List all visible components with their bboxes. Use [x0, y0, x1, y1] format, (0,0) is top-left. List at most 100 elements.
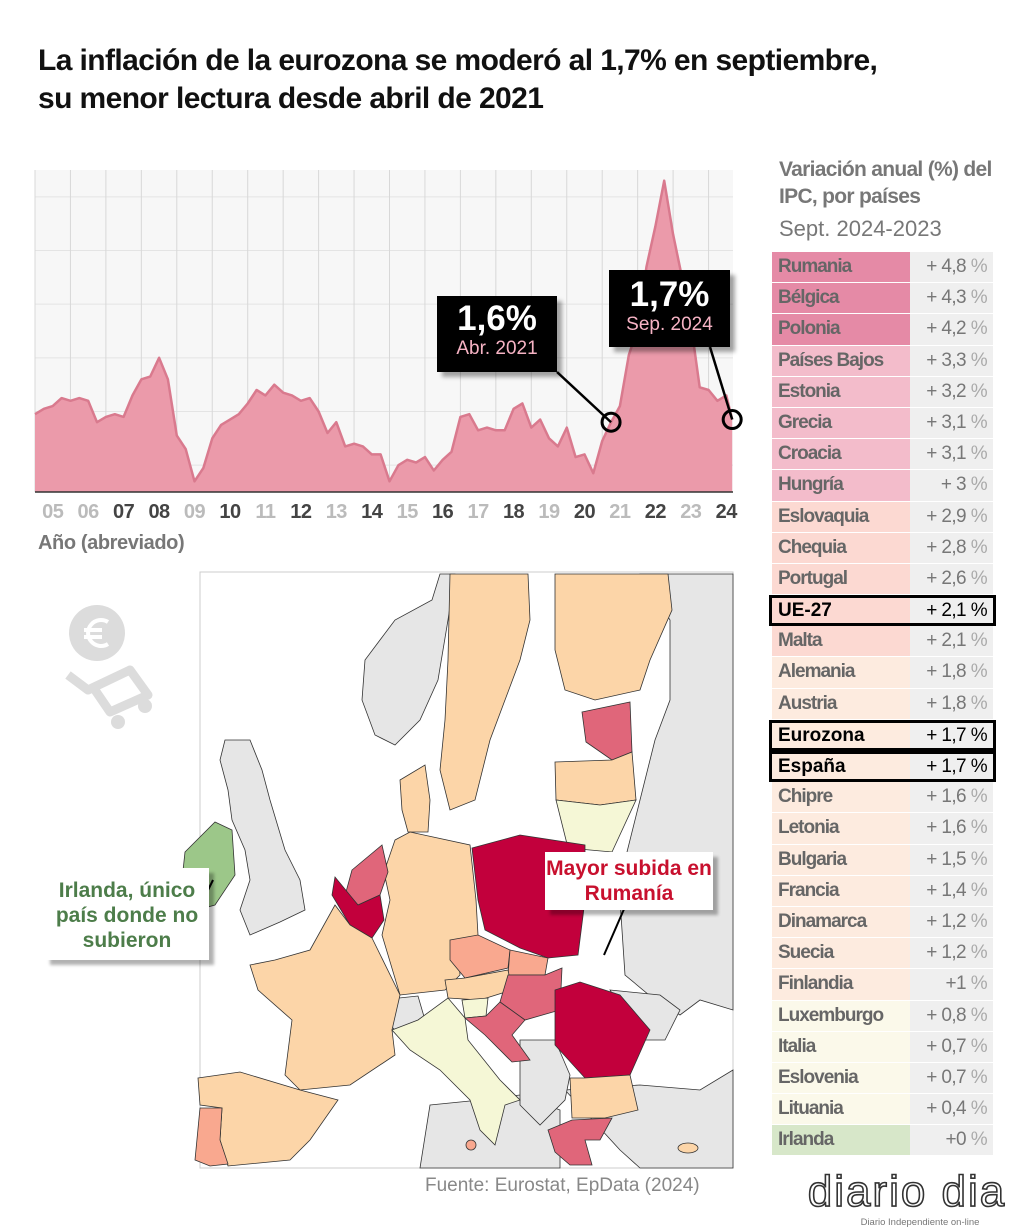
x-tick-label: 22 [645, 501, 667, 523]
value-number: + 0,8 [926, 1004, 967, 1026]
value-number: + 4,3 [926, 287, 967, 309]
value-unit: % [970, 443, 988, 465]
value-unit: % [970, 600, 988, 622]
country-name: Letonia [772, 813, 910, 844]
table-row: Austria + 1,8 % [772, 688, 993, 720]
country-portugal [194, 1107, 229, 1167]
inflation-line [34, 179, 734, 483]
country-italy [391, 997, 521, 1146]
value-unit: % [970, 661, 988, 683]
value-number: + 1,2 [926, 910, 967, 932]
country-name: UE-27 [772, 598, 910, 624]
country-cyprus [677, 1142, 699, 1154]
value-number: + 1,6 [926, 817, 967, 839]
country-bulgaria [569, 1074, 639, 1119]
annotation-marker [600, 411, 622, 433]
table-row: Francia + 1,4 % [772, 875, 993, 907]
country-name: Chipre [772, 782, 910, 813]
country-name: Eurozona [772, 722, 910, 748]
cpi-value: + 1,5 % [910, 844, 993, 875]
country-romania [554, 981, 651, 1079]
value-unit: % [970, 973, 988, 995]
table-row: Rumania + 4,8 % [772, 252, 993, 284]
country-name: Bulgaria [772, 844, 910, 875]
table-row: Lituania + 0,4 % [772, 1094, 993, 1126]
cpi-value: + 0,8 % [910, 1000, 993, 1031]
svg-text:diario dia: diario dia [808, 1167, 1007, 1216]
annotation-marker [721, 409, 743, 431]
value-unit: % [970, 1098, 988, 1120]
cpi-value: +1 % [910, 969, 993, 1000]
value-number: + 1,5 [926, 848, 967, 870]
annotation-value: 1,7% [629, 275, 710, 314]
x-tick-label: 12 [290, 501, 312, 523]
cpi-value: + 2,6 % [910, 563, 993, 595]
country-belgium [331, 876, 385, 939]
country-slovenia [461, 997, 489, 1019]
cpi-value: + 3,1 % [910, 439, 993, 470]
annotation-value: 1,6% [457, 299, 537, 338]
cpi-value: + 1,2 % [910, 938, 993, 969]
cpi-value: + 4,2 % [910, 314, 993, 345]
table-row: Bulgaria + 1,5 % [772, 844, 993, 876]
value-number: + 1,4 [926, 879, 967, 901]
annotation-leader [708, 346, 734, 420]
x-tick-label: 15 [397, 501, 419, 523]
x-tick-label: 09 [184, 501, 206, 523]
table-row: Eslovaquia + 2,9 % [772, 501, 993, 533]
x-tick-label: 19 [538, 501, 560, 523]
country-name: Irlanda [772, 1125, 910, 1156]
country-name: Rumania [772, 252, 910, 283]
value-unit: % [970, 879, 988, 901]
country-name: Eslovenia [772, 1062, 910, 1094]
country-malta [465, 1139, 477, 1151]
callout-ireland-text: Irlanda, único país donde no subieron [55, 879, 199, 952]
cpi-value: + 1,4 % [910, 875, 993, 906]
table-row: Grecia + 3,1 % [772, 407, 993, 440]
value-number: + 3,1 [926, 443, 967, 465]
table-row: Finlandia +1 % [772, 969, 993, 1001]
value-number: + 1,8 [926, 661, 967, 683]
value-number: + 3 [940, 474, 967, 496]
source-note: Fuente: Eurostat, EpData (2024) [425, 1175, 700, 1196]
cpi-value: + 0,7 % [910, 1062, 993, 1094]
x-tick-label: 06 [78, 501, 100, 523]
x-tick-label: 18 [503, 501, 525, 523]
country-name: Lituania [772, 1094, 910, 1125]
callout-romania: Mayor subida en Rumanía [545, 852, 713, 910]
value-number: + 1,7 [926, 756, 967, 777]
value-unit: % [970, 411, 988, 433]
country-name: Italia [772, 1031, 910, 1062]
page-title: La inflación de la eurozona se moderó al… [38, 44, 878, 115]
value-unit: % [970, 380, 988, 402]
country-croatia [464, 1001, 531, 1063]
country-name: Bélgica [772, 283, 910, 314]
x-tick-label: 14 [361, 501, 384, 523]
table-row: Eurozona + 1,7 % [769, 719, 996, 751]
value-unit: % [970, 848, 988, 870]
cpi-value: + 2,9 % [910, 501, 993, 532]
value-unit: % [970, 942, 988, 964]
country-sweden [439, 573, 531, 811]
country-name: Portugal [772, 563, 910, 595]
country-name: Malta [772, 626, 910, 657]
value-unit: % [970, 349, 988, 371]
cpi-value: + 4,8 % [910, 252, 993, 283]
value-unit: % [970, 474, 988, 496]
country-spain [197, 1071, 339, 1167]
x-tick-label: 11 [255, 501, 276, 523]
country-name: Francia [772, 875, 910, 906]
value-number: + 2,6 [926, 567, 967, 589]
annotation-date: Sep. 2024 [626, 314, 713, 335]
table-row: Croacia + 3,1 % [772, 439, 993, 471]
table-row: Chequia + 2,8 % [772, 532, 993, 564]
x-tick-label: 08 [148, 501, 170, 523]
cpi-value: + 3,1 % [910, 407, 993, 439]
callout-ireland: Irlanda, único país donde no subieron [45, 868, 209, 960]
country-name: Eslovaquia [772, 501, 910, 532]
value-number: + 0,7 [926, 1035, 967, 1057]
country-lithuania [555, 799, 637, 853]
country-greece [547, 1117, 613, 1166]
table-row: Irlanda +0 % [772, 1125, 993, 1157]
value-number: + 1,7 [926, 724, 967, 746]
